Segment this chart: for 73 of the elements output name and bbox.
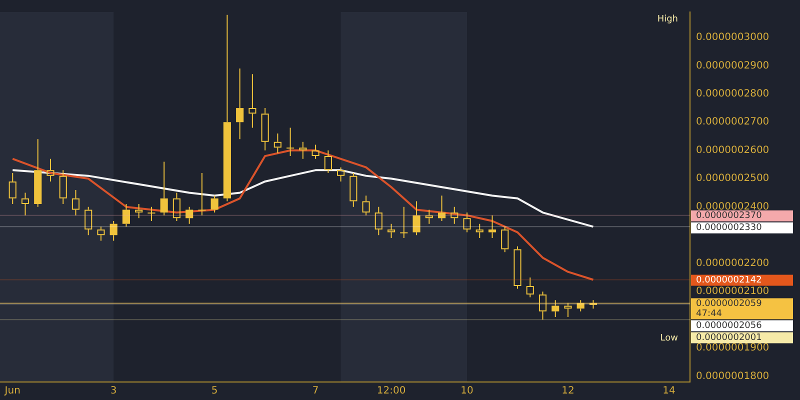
candlestick bbox=[438, 195, 446, 222]
y-tick-label: 0.0000002800 bbox=[696, 88, 770, 100]
candlestick bbox=[576, 300, 584, 312]
y-tick-label: 0.0000002200 bbox=[696, 258, 770, 269]
candlestick bbox=[274, 132, 282, 154]
candlestick bbox=[425, 209, 433, 224]
candlestick bbox=[412, 200, 420, 236]
candlestick bbox=[312, 144, 320, 160]
x-tick-label: 7 bbox=[312, 386, 319, 397]
x-tick-label: Jun bbox=[4, 386, 20, 397]
candlestick bbox=[476, 223, 484, 238]
candlestick bbox=[236, 68, 244, 140]
y-tick-label: 0.0000002900 bbox=[696, 60, 770, 72]
candlestick bbox=[34, 138, 42, 208]
candlestick bbox=[148, 206, 156, 222]
x-tick-label: 5 bbox=[211, 386, 218, 397]
ref-line-label: 0.0000002330 bbox=[696, 223, 762, 234]
candlestick bbox=[324, 150, 332, 174]
ref-line-label: 0.0000002142 bbox=[696, 276, 762, 286]
ref-line-label: 0.0000002059 47:44 bbox=[696, 299, 762, 320]
candlestick bbox=[387, 223, 396, 238]
y-tick-label: 0.0000002500 bbox=[696, 173, 770, 184]
y-tick-label: 0.0000001900 bbox=[696, 342, 770, 354]
candlestick bbox=[21, 192, 30, 216]
candlestick bbox=[501, 226, 509, 253]
candlestick bbox=[299, 141, 307, 160]
candlestick bbox=[198, 172, 206, 216]
candlestick bbox=[59, 170, 67, 205]
ref-line-label: 0.0000002056 bbox=[696, 321, 762, 332]
candlestick bbox=[552, 300, 560, 318]
x-tick-label: 14 bbox=[662, 386, 676, 397]
candlestick bbox=[400, 206, 408, 238]
x-tick-label: 12 bbox=[562, 386, 574, 397]
candlestick bbox=[450, 206, 458, 224]
annotation: High bbox=[657, 14, 678, 24]
candlestick bbox=[46, 158, 54, 182]
candlestick bbox=[186, 206, 194, 224]
candlestick bbox=[135, 204, 143, 219]
candlestick bbox=[538, 291, 547, 320]
y-tick-label: 0.0000002100 bbox=[696, 286, 770, 298]
candlestick bbox=[526, 276, 534, 298]
y-tick-label: 0.0000002700 bbox=[696, 116, 770, 128]
candlestick bbox=[110, 220, 118, 242]
candlestick bbox=[172, 192, 180, 222]
y-tick-label: 0.0000002600 bbox=[696, 144, 770, 156]
candlestick bbox=[84, 206, 92, 236]
ref-line-label: 0.0000002001 bbox=[696, 333, 762, 344]
x-tick-label: 12:00 bbox=[376, 386, 406, 397]
candlestick bbox=[210, 195, 218, 214]
candlestick bbox=[286, 127, 294, 157]
x-tick-label: 3 bbox=[110, 386, 117, 397]
candlestick bbox=[248, 74, 256, 128]
x-tick-label: 10 bbox=[460, 386, 474, 397]
candlestick bbox=[514, 246, 522, 290]
candlestick bbox=[374, 206, 382, 236]
candlestick bbox=[337, 166, 345, 182]
candlestick bbox=[8, 172, 16, 205]
candlestick bbox=[97, 226, 105, 242]
candlestick bbox=[362, 195, 370, 216]
y-tick-label: 0.0000002400 bbox=[696, 201, 770, 212]
candlestick bbox=[160, 161, 168, 216]
candlestick bbox=[261, 108, 269, 151]
candlestick bbox=[350, 172, 358, 208]
candlestick bbox=[223, 14, 231, 202]
y-tick-label: 0.0000001800 bbox=[696, 370, 770, 382]
candlestick bbox=[564, 302, 572, 318]
candlestick bbox=[122, 204, 130, 228]
candlestick bbox=[72, 189, 80, 216]
candlestick bbox=[463, 212, 471, 233]
annotation: Low bbox=[660, 334, 678, 344]
candlestick bbox=[488, 214, 496, 238]
ref-line-label: 0.0000002370 bbox=[696, 211, 762, 222]
y-tick-label: 0.0000003000 bbox=[696, 32, 770, 44]
